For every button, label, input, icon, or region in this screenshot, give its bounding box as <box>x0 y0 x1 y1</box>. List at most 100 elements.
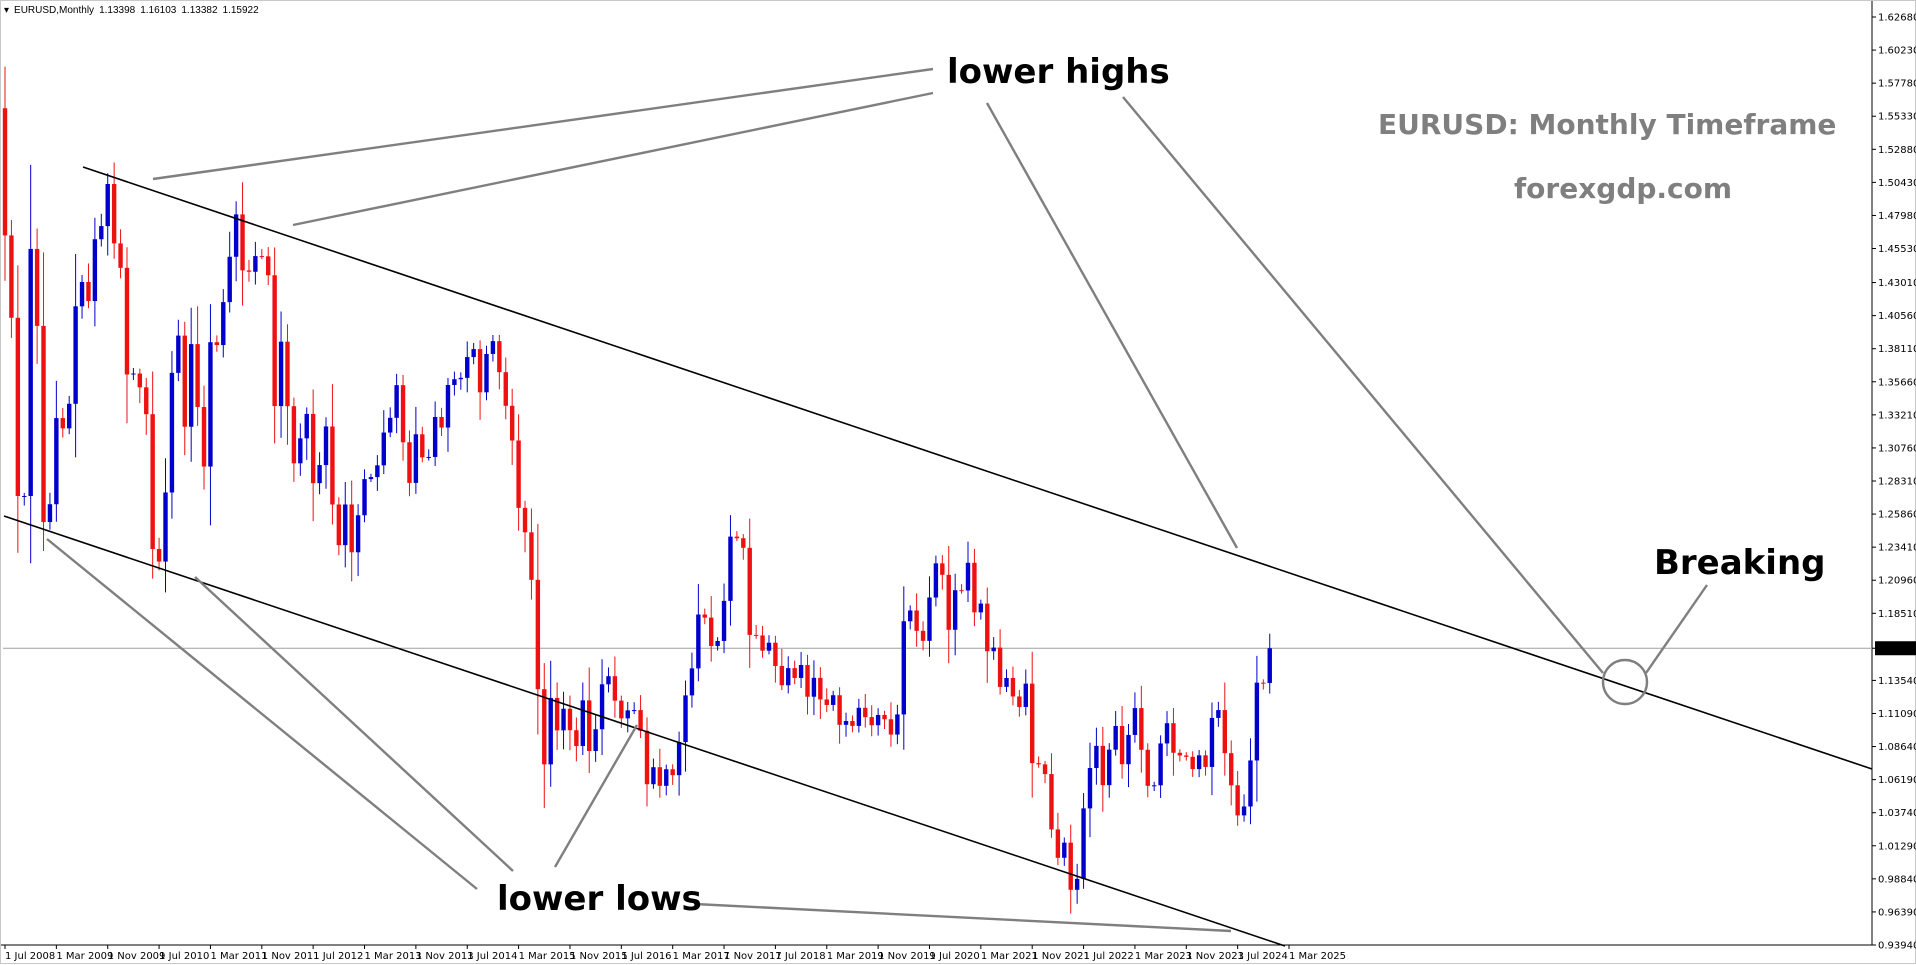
candle[interactable] <box>278 311 284 438</box>
candle[interactable] <box>368 473 374 482</box>
candle[interactable] <box>734 531 740 542</box>
candle[interactable] <box>105 173 110 256</box>
candle[interactable] <box>1248 738 1253 825</box>
candle[interactable] <box>1119 706 1125 779</box>
upper-channel-trendline[interactable] <box>82 166 1873 770</box>
candle[interactable] <box>400 374 406 461</box>
candle[interactable] <box>715 637 720 651</box>
candle[interactable] <box>587 667 592 774</box>
candle[interactable] <box>599 659 605 756</box>
candle[interactable] <box>47 492 53 530</box>
candle[interactable] <box>432 401 438 467</box>
candle[interactable] <box>1068 824 1073 914</box>
candle[interactable] <box>1055 812 1061 865</box>
candle[interactable] <box>1094 727 1099 785</box>
candle[interactable] <box>2 66 8 281</box>
candle[interactable] <box>1087 742 1093 838</box>
candle[interactable] <box>246 259 252 282</box>
candle[interactable] <box>458 372 464 390</box>
candle[interactable] <box>792 660 797 685</box>
candle[interactable] <box>946 546 951 664</box>
candle[interactable] <box>1074 863 1080 904</box>
candle[interactable] <box>1004 669 1009 692</box>
candle[interactable] <box>150 371 155 579</box>
candle[interactable] <box>914 593 919 647</box>
candle[interactable] <box>503 357 508 420</box>
candle[interactable] <box>940 555 945 590</box>
candle[interactable] <box>606 667 611 693</box>
candle[interactable] <box>1036 756 1041 768</box>
candle[interactable] <box>310 389 316 522</box>
candle[interactable] <box>664 764 669 796</box>
candle[interactable] <box>709 596 714 662</box>
candle[interactable] <box>124 247 130 424</box>
candle[interactable] <box>1184 752 1189 761</box>
candle[interactable] <box>54 380 59 522</box>
candle[interactable] <box>863 693 868 728</box>
candle[interactable] <box>1241 794 1247 822</box>
candle[interactable] <box>1235 771 1240 826</box>
candle[interactable] <box>15 265 21 553</box>
candle[interactable] <box>670 764 675 785</box>
candle[interactable] <box>92 217 98 327</box>
candle[interactable] <box>1100 726 1106 812</box>
candle[interactable] <box>1209 702 1215 796</box>
candle[interactable] <box>60 408 65 438</box>
candle[interactable] <box>1222 682 1227 776</box>
candle[interactable] <box>176 319 181 382</box>
candle[interactable] <box>927 576 932 657</box>
candle[interactable] <box>997 629 1003 695</box>
candle[interactable] <box>1171 707 1176 776</box>
candle[interactable] <box>477 340 483 420</box>
candle[interactable] <box>118 229 123 279</box>
candle[interactable] <box>773 635 778 683</box>
candle[interactable] <box>741 534 746 560</box>
candle[interactable] <box>323 417 329 489</box>
candle[interactable] <box>1177 749 1183 762</box>
candle[interactable] <box>1023 669 1028 716</box>
candle[interactable] <box>593 714 598 762</box>
candle[interactable] <box>285 324 290 445</box>
candle[interactable] <box>233 201 239 282</box>
candle[interactable] <box>965 541 971 602</box>
candle[interactable] <box>73 253 78 458</box>
candle[interactable] <box>182 321 187 456</box>
candle[interactable] <box>1030 651 1035 798</box>
candle[interactable] <box>1042 760 1048 784</box>
candle[interactable] <box>163 458 168 593</box>
candle[interactable] <box>1132 692 1138 743</box>
candle[interactable] <box>522 500 528 553</box>
candle[interactable] <box>240 182 245 306</box>
candle[interactable] <box>631 702 637 715</box>
candle[interactable] <box>221 289 226 358</box>
candle[interactable] <box>79 275 85 319</box>
candle[interactable] <box>574 717 579 762</box>
candle[interactable] <box>830 690 836 711</box>
candle[interactable] <box>959 584 964 594</box>
candle[interactable] <box>201 385 207 490</box>
candle[interactable] <box>169 351 175 519</box>
candle[interactable] <box>1267 633 1272 694</box>
candle[interactable] <box>554 682 560 750</box>
candle[interactable] <box>561 691 566 750</box>
candle[interactable] <box>612 656 618 718</box>
candle[interactable] <box>1010 666 1016 706</box>
candle[interactable] <box>978 599 984 620</box>
candle[interactable] <box>933 555 939 607</box>
candle[interactable] <box>625 702 630 733</box>
candle[interactable] <box>330 384 335 525</box>
candle[interactable] <box>349 480 354 582</box>
candle[interactable] <box>413 406 419 494</box>
candle[interactable] <box>747 518 752 668</box>
candle[interactable] <box>317 452 322 495</box>
candle[interactable] <box>1203 750 1208 776</box>
candle[interactable] <box>1139 685 1144 773</box>
candle[interactable] <box>580 682 585 756</box>
candle[interactable] <box>445 377 451 452</box>
lower-channel-trendline[interactable] <box>3 515 1286 947</box>
candle[interactable] <box>1081 793 1086 889</box>
candle[interactable] <box>952 573 958 656</box>
candle[interactable] <box>266 247 271 285</box>
candle[interactable] <box>869 705 874 737</box>
